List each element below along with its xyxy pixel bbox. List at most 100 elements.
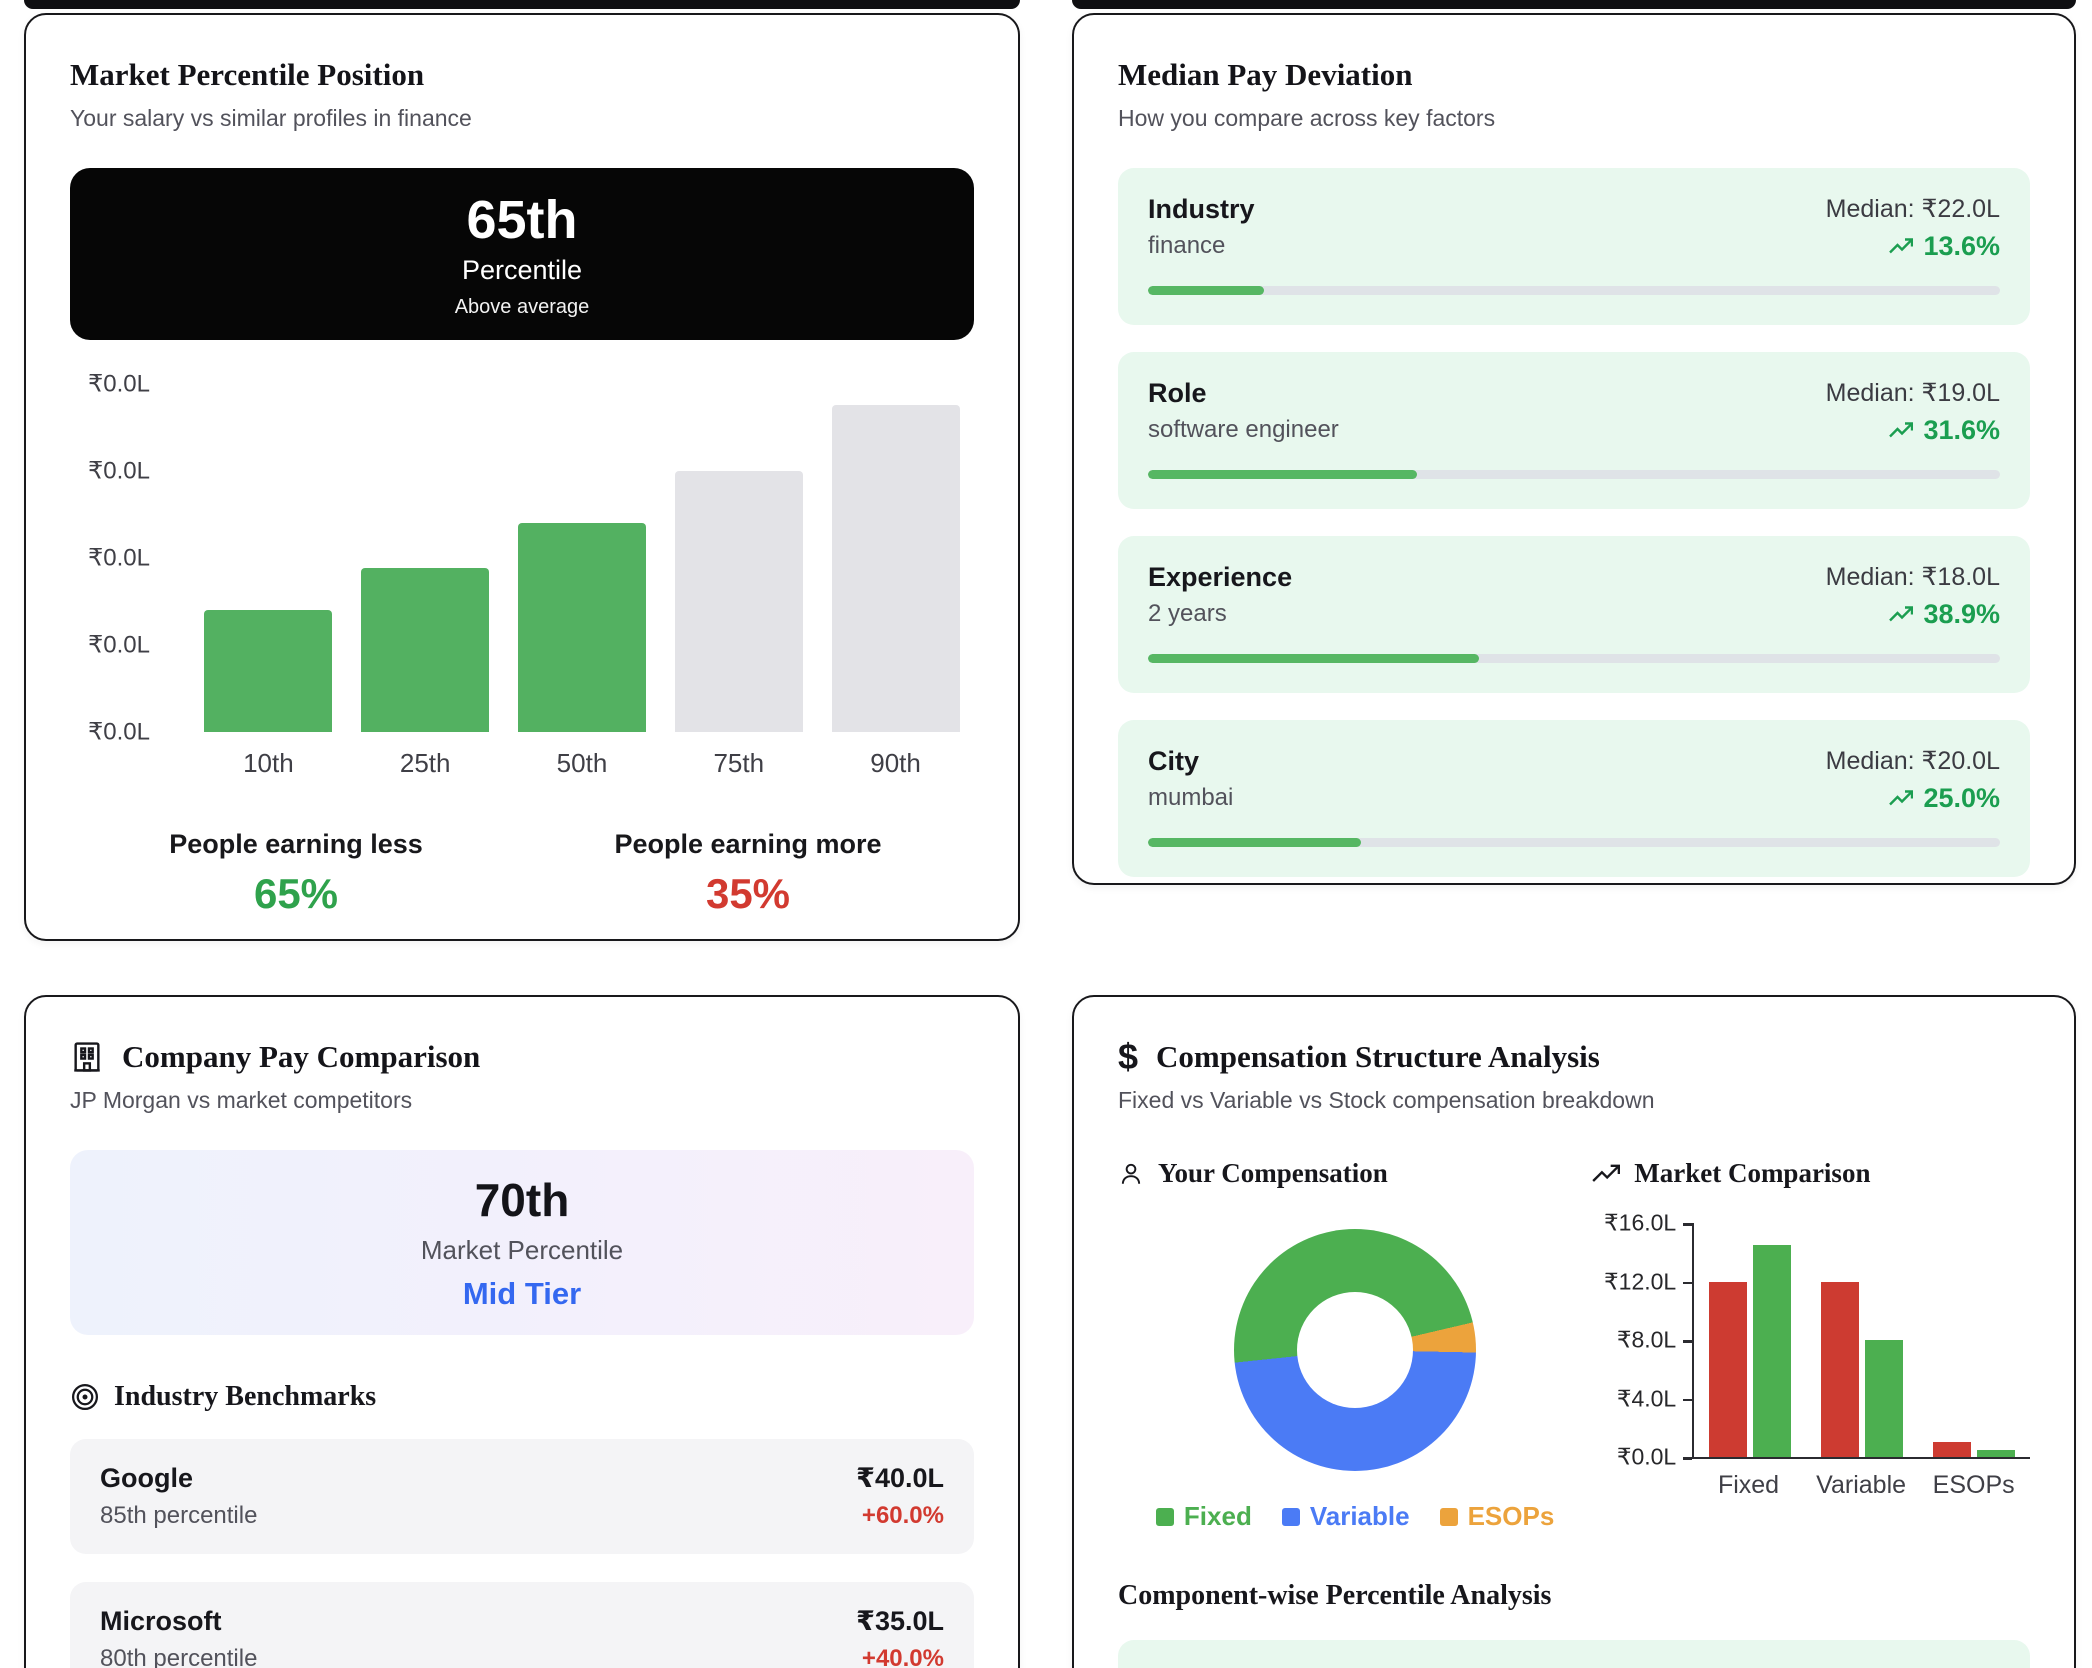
percentile-bar-chart: ₹0.0L ₹0.0L ₹0.0L ₹0.0L ₹0.0L 10th 25th 50th 75…	[70, 371, 974, 779]
benchmark-rows: Google 85th percentile ₹40.0L +60.0% Mic…	[70, 1439, 974, 1668]
component-row-fixed-salary: Fixed Salary50th percentile	[1118, 1640, 2030, 1668]
card-title: Median Pay Deviation	[1118, 57, 1413, 92]
component-analysis-heading: Component-wise Percentile Analysis	[1118, 1580, 1552, 1611]
bar	[1865, 1340, 1904, 1457]
percentile-bar-75th	[674, 471, 803, 732]
company-percentile: 85th percentile	[100, 1502, 258, 1529]
stat-value: 35%	[705, 870, 791, 917]
card-subtitle: How you compare across key factors	[1118, 105, 1496, 131]
bar	[1821, 1281, 1860, 1457]
card-title-row: Company Pay Comparison	[70, 1039, 974, 1075]
factor-delta: 38.9%	[1826, 599, 2000, 630]
y-axis-tick-label: ₹0.0L	[88, 457, 150, 485]
company-name: Microsoft	[100, 1606, 222, 1636]
benchmark-row-microsoft: Microsoft 80th percentile ₹35.0L +40.0%	[70, 1582, 974, 1668]
factor-right: Median: ₹19.0L 31.6%	[1826, 378, 2000, 446]
x-axis-tick-label: 10th	[243, 748, 294, 778]
y-axis-tick-label: ₹0.0L	[88, 370, 150, 398]
card-title: Company Pay Comparison	[122, 1039, 481, 1074]
factor-row-experience: Experience 2 years Median: ₹18.0L 38.9%	[1118, 536, 2030, 693]
factor-delta-value: 38.9%	[1923, 599, 2000, 629]
factor-row-city: City mumbai Median: ₹20.0L 25.0%	[1118, 720, 2030, 877]
earning-stat: People earning less 65%	[70, 829, 522, 918]
legend-item-variable[interactable]: Variable	[1281, 1501, 1410, 1532]
axis-tick	[1683, 1398, 1693, 1401]
percentile-bar-10th	[204, 610, 333, 732]
card-subtitle: JP Morgan vs market competitors	[70, 1087, 413, 1113]
progress-fill	[1148, 654, 1480, 663]
factor-row-role: Role software engineer Median: ₹19.0L 31…	[1118, 352, 2030, 509]
market-comparison-heading: Market Comparison	[1634, 1158, 1871, 1188]
axis-tick	[1683, 1340, 1693, 1343]
trending-up-icon	[1889, 238, 1914, 254]
x-axis-tick-label: 90th	[870, 748, 921, 778]
legend-swatch	[1155, 1507, 1174, 1526]
company-percentile: 80th percentile	[100, 1645, 258, 1668]
bar	[1709, 1281, 1748, 1457]
factor-median: Median: ₹22.0L	[1825, 195, 2000, 223]
comparison-columns: Your Compensation Fixed Variable ESOPs Mar…	[1118, 1158, 2030, 1532]
y-axis-tick-label: ₹4.0L	[1616, 1385, 1677, 1411]
percentile-bar-50th	[517, 523, 646, 732]
factor-delta: 25.0%	[1826, 783, 2000, 814]
factor-delta: 31.6%	[1826, 415, 2000, 446]
legend-item-fixed[interactable]: Fixed	[1155, 1501, 1252, 1532]
factor-detail: software engineer	[1148, 416, 1339, 443]
progress-track	[1148, 838, 2000, 847]
market-percentile-card: Market Percentile Position Your salary v…	[24, 13, 1020, 941]
y-axis-tick-label: ₹0.0L	[1616, 1443, 1677, 1470]
earning-stat: People earning more 35%	[522, 829, 974, 918]
company-pay: ₹35.0L	[856, 1606, 944, 1636]
factor-right: Median: ₹22.0L 13.6%	[1826, 194, 2000, 262]
progress-fill	[1148, 838, 1361, 847]
factor-rows: Industry finance Median: ₹22.0L 13.6% Ro…	[1118, 168, 2030, 877]
percentile-value: 70th	[474, 1174, 570, 1226]
y-axis-tick-label: ₹16.0L	[1604, 1209, 1677, 1236]
cropped-card-edge-right	[1072, 0, 2076, 9]
percentile-label: Market Percentile	[420, 1235, 624, 1265]
donut-legend: Fixed Variable ESOPs	[1118, 1501, 1592, 1532]
bar	[1933, 1442, 1971, 1457]
percentile-label: Percentile	[461, 255, 583, 285]
factor-median: Median: ₹19.0L	[1825, 379, 2000, 407]
factor-right: Median: ₹18.0L 38.9%	[1826, 562, 2000, 630]
trending-up-icon	[1592, 1164, 1621, 1182]
factor-detail: mumbai	[1148, 784, 1234, 811]
x-axis-tick-label: 25th	[399, 748, 451, 778]
factor-head: Experience 2 years Median: ₹18.0L 38.9%	[1148, 562, 2000, 630]
bar	[1753, 1244, 1792, 1457]
company-delta: +40.0%	[861, 1645, 944, 1668]
earning-stats: People earning less 65% People earning mor…	[70, 829, 974, 918]
card-title-row: $ Compensation Structure Analysis	[1118, 1039, 2030, 1075]
factor-name: City	[1148, 746, 1200, 776]
benchmarks-heading: Industry Benchmarks	[114, 1381, 377, 1412]
x-axis-tick-label: 75th	[713, 748, 765, 778]
component-rows: Fixed Salary50th percentile	[1118, 1640, 2030, 1668]
progress-track	[1148, 654, 2000, 663]
factor-delta-value: 31.6%	[1923, 415, 2000, 445]
bar	[1977, 1449, 2015, 1457]
your-compensation-column: Your Compensation Fixed Variable ESOPs	[1118, 1158, 1592, 1532]
axis-tick	[1683, 1457, 1693, 1460]
factor-name: Role	[1148, 378, 1207, 408]
factor-name: Experience	[1148, 562, 1293, 592]
your-compensation-heading: Your Compensation	[1158, 1158, 1388, 1188]
building-icon	[74, 1042, 100, 1072]
target-icon	[72, 1384, 98, 1410]
card-subtitle: Fixed vs Variable vs Stock compensation …	[1118, 1087, 1655, 1113]
plot-area	[190, 384, 974, 732]
card-title: Compensation Structure Analysis	[1156, 1039, 1600, 1074]
y-axis-tick-label: ₹12.0L	[1604, 1268, 1677, 1294]
percentile-value: 65th	[466, 190, 578, 250]
legend-item-esops[interactable]: ESOPs	[1439, 1501, 1554, 1532]
stat-label: People earning less	[169, 829, 423, 859]
factor-median: Median: ₹18.0L	[1825, 563, 2000, 591]
y-axis-tick-label: ₹0.0L	[88, 718, 150, 746]
tier-badge: Mid Tier	[462, 1276, 582, 1311]
compensation-donut-chart	[1234, 1229, 1477, 1471]
company-pay-comparison-card: Company Pay Comparison JP Morgan vs mark…	[24, 995, 1020, 1668]
compensation-structure-card: $ Compensation Structure Analysis Fixed …	[1072, 995, 2076, 1668]
median-pay-deviation-card: Median Pay Deviation How you compare acr…	[1072, 13, 2076, 885]
your-compensation-heading-row: Your Compensation	[1118, 1158, 1592, 1189]
plot-column: Fixed Variable ESOPs	[1683, 1223, 2030, 1500]
